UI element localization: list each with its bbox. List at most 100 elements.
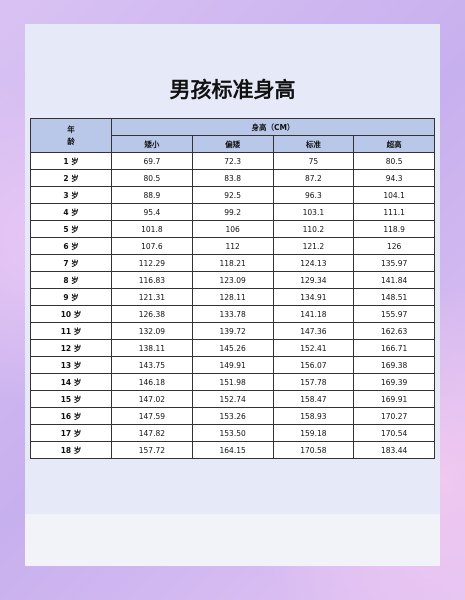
- height-cell: 152.41: [272, 339, 355, 357]
- height-cell: 83.8: [191, 169, 274, 187]
- table-row: 4 岁 95.4 99.2 103.1 111.1: [30, 203, 435, 221]
- height-cell: 126: [353, 237, 435, 255]
- table-row: 17 岁 147.82 153.50 159.18 170.54: [30, 424, 435, 442]
- height-cell: 88.9: [111, 186, 193, 204]
- height-cell: 118.21: [191, 254, 274, 272]
- height-cell: 147.59: [111, 407, 193, 425]
- height-cell: 123.09: [191, 271, 274, 289]
- height-cell: 69.7: [111, 152, 193, 170]
- height-cell: 80.5: [111, 169, 193, 187]
- height-cell: 152.74: [191, 390, 274, 408]
- table-row: 3 岁 88.9 92.5 96.3 104.1: [30, 186, 435, 204]
- height-cell: 169.91: [353, 390, 435, 408]
- height-cell: 147.02: [111, 390, 193, 408]
- column-header: 矮小: [111, 135, 193, 153]
- height-cell: 146.18: [111, 373, 193, 391]
- age-cell: 14 岁: [30, 373, 112, 391]
- height-cell: 147.36: [272, 322, 355, 340]
- height-cell: 156.07: [272, 356, 355, 374]
- age-header: 年龄: [30, 118, 112, 153]
- height-cell: 75: [272, 152, 355, 170]
- age-cell: 7 岁: [30, 254, 112, 272]
- height-cell: 121.31: [111, 288, 193, 306]
- age-cell: 6 岁: [30, 237, 112, 255]
- footer-strip: [25, 514, 440, 566]
- height-cell: 124.13: [272, 254, 355, 272]
- height-cell: 149.91: [191, 356, 274, 374]
- height-cell: 166.71: [353, 339, 435, 357]
- height-cell: 134.91: [272, 288, 355, 306]
- height-cell: 148.51: [353, 288, 435, 306]
- age-cell: 15 岁: [30, 390, 112, 408]
- age-cell: 17 岁: [30, 424, 112, 442]
- height-cell: 111.1: [353, 203, 435, 221]
- age-cell: 2 岁: [30, 169, 112, 187]
- height-cell: 104.1: [353, 186, 435, 204]
- table-row: 13 岁 143.75 149.91 156.07 169.38: [30, 356, 435, 374]
- age-cell: 18 岁: [30, 441, 112, 459]
- height-cell: 116.83: [111, 271, 193, 289]
- table-row: 8 岁 116.83 123.09 129.34 141.84: [30, 271, 435, 289]
- height-cell: 170.27: [353, 407, 435, 425]
- height-cell: 145.26: [191, 339, 274, 357]
- height-cell: 103.1: [272, 203, 355, 221]
- height-cell: 135.97: [353, 254, 435, 272]
- table-row: 18 岁 157.72 164.15 170.58 183.44: [30, 441, 435, 459]
- age-cell: 10 岁: [30, 305, 112, 323]
- table-row: 14 岁 146.18 151.98 157.78 169.39: [30, 373, 435, 391]
- table-row: 5 岁 101.8 106 110.2 118.9: [30, 220, 435, 238]
- age-cell: 11 岁: [30, 322, 112, 340]
- table-row: 7 岁 112.29 118.21 124.13 135.97: [30, 254, 435, 272]
- age-cell: 13 岁: [30, 356, 112, 374]
- height-cell: 143.75: [111, 356, 193, 374]
- height-header: 身高（CM）: [111, 118, 435, 136]
- height-cell: 99.2: [191, 203, 274, 221]
- height-cell: 128.11: [191, 288, 274, 306]
- table-row: 6 岁 107.6 112 121.2 126: [30, 237, 435, 255]
- height-cell: 110.2: [272, 220, 355, 238]
- height-cell: 162.63: [353, 322, 435, 340]
- height-cell: 157.78: [272, 373, 355, 391]
- table-row: 2 岁 80.5 83.8 87.2 94.3: [30, 169, 435, 187]
- height-cell: 159.18: [272, 424, 355, 442]
- height-cell: 112.29: [111, 254, 193, 272]
- height-cell: 87.2: [272, 169, 355, 187]
- header-row: 年龄 身高（CM）: [30, 118, 435, 153]
- height-cell: 80.5: [353, 152, 435, 170]
- height-cell: 151.98: [191, 373, 274, 391]
- height-cell: 132.09: [111, 322, 193, 340]
- height-cell: 155.97: [353, 305, 435, 323]
- height-cell: 72.3: [191, 152, 274, 170]
- height-cell: 170.58: [272, 441, 355, 459]
- column-header: 标准: [272, 135, 355, 153]
- height-cell: 147.82: [111, 424, 193, 442]
- height-cell: 153.26: [191, 407, 274, 425]
- height-cell: 101.8: [111, 220, 193, 238]
- height-cell: 138.11: [111, 339, 193, 357]
- height-cell: 153.50: [191, 424, 274, 442]
- height-cell: 126.38: [111, 305, 193, 323]
- column-header: 超高: [353, 135, 435, 153]
- height-cell: 92.5: [191, 186, 274, 204]
- height-cell: 112: [191, 237, 274, 255]
- table-row: 16 岁 147.59 153.26 158.93 170.27: [30, 407, 435, 425]
- column-header: 偏矮: [191, 135, 274, 153]
- age-header-text: 年龄: [67, 124, 75, 146]
- age-cell: 3 岁: [30, 186, 112, 204]
- height-cell: 94.3: [353, 169, 435, 187]
- height-cell: 139.72: [191, 322, 274, 340]
- table-row: 9 岁 121.31 128.11 134.91 148.51: [30, 288, 435, 306]
- height-cell: 107.6: [111, 237, 193, 255]
- height-cell: 133.78: [191, 305, 274, 323]
- table-row: 15 岁 147.02 152.74 158.47 169.91: [30, 390, 435, 408]
- table-row: 1 岁 69.7 72.3 75 80.5: [30, 152, 435, 170]
- height-cell: 183.44: [353, 441, 435, 459]
- height-cell: 106: [191, 220, 274, 238]
- height-cell: 157.72: [111, 441, 193, 459]
- height-cell: 158.93: [272, 407, 355, 425]
- height-cell: 141.18: [272, 305, 355, 323]
- age-cell: 8 岁: [30, 271, 112, 289]
